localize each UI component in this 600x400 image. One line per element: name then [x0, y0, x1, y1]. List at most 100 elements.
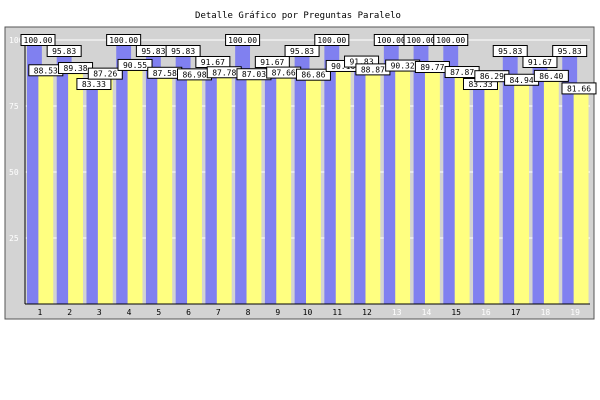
- bar-series2-13: [395, 65, 411, 304]
- bar-series1-9: [264, 61, 280, 305]
- bar-series1-13: [383, 40, 399, 304]
- data-label: 100.00: [109, 36, 138, 45]
- bar-series2-2: [68, 68, 83, 304]
- data-label-box: [295, 68, 331, 81]
- bar-series1-19: [562, 51, 578, 304]
- bar-series1-7: [205, 61, 221, 305]
- data-label: 95.83: [290, 47, 314, 56]
- x-tick-label: 10: [303, 308, 313, 317]
- x-tick-label: 16: [481, 308, 491, 317]
- data-label: 84.94: [510, 76, 534, 85]
- data-label: 83.33: [82, 80, 106, 89]
- x-tick-label: 7: [216, 308, 221, 317]
- data-label: 90.32: [391, 62, 415, 71]
- x-tick-label: 15: [451, 308, 461, 317]
- bar-series2-12: [365, 69, 381, 304]
- data-label: 91.83: [349, 58, 373, 67]
- bar-series1-15: [443, 40, 459, 304]
- data-label-box: [165, 45, 201, 58]
- data-label: 100.00: [377, 36, 406, 45]
- data-label-box: [561, 82, 597, 95]
- data-label-box: [284, 45, 320, 58]
- bar-series2-7: [216, 72, 232, 304]
- data-label-box: [20, 34, 56, 46]
- data-label-box: [433, 34, 469, 46]
- chart-title: Detalle Gráfico por Preguntas Paralelo: [195, 11, 401, 21]
- data-label: 100.00: [24, 36, 53, 45]
- data-label: 83.33: [468, 80, 492, 89]
- data-label: 95.83: [498, 47, 522, 56]
- data-label: 87.78: [212, 68, 236, 77]
- bar-series2-17: [514, 79, 530, 305]
- data-label: 91.67: [528, 58, 552, 67]
- bar-series2-4: [127, 64, 143, 304]
- data-label-box: [522, 55, 558, 68]
- x-tick-label: 8: [246, 308, 251, 317]
- data-label-box: [533, 69, 569, 82]
- data-label: 95.83: [52, 47, 76, 56]
- data-label: 95.83: [558, 47, 582, 56]
- data-label: 87.03: [242, 70, 266, 79]
- x-tick-label: 4: [127, 308, 132, 317]
- data-label: 89.77: [420, 63, 444, 72]
- bar-series1-17: [502, 51, 518, 304]
- bar-series2-1: [38, 70, 54, 305]
- bar-series2-16: [484, 76, 500, 304]
- x-tick-label: 5: [156, 308, 161, 317]
- bar-series2-3: [97, 73, 113, 304]
- y-tick-label: 75: [9, 102, 19, 111]
- bars: [27, 40, 589, 305]
- data-label-box: [46, 45, 82, 58]
- bar-series2-8: [246, 74, 262, 304]
- data-label: 86.40: [539, 72, 563, 81]
- data-label-box: [106, 34, 142, 46]
- data-label-box: [492, 45, 528, 58]
- bar-series2-15: [454, 72, 470, 305]
- x-tick-label: 13: [392, 308, 402, 317]
- bar-series2-9: [276, 72, 292, 304]
- x-tick-label: 18: [541, 308, 551, 317]
- data-label: 91.67: [260, 58, 284, 67]
- x-tick-label: 1: [37, 308, 42, 317]
- data-label: 87.58: [153, 69, 177, 78]
- data-label: 89.38: [64, 64, 88, 73]
- data-label: 87.26: [93, 70, 117, 79]
- bar-series1-4: [116, 40, 132, 304]
- data-label: 87.87: [450, 68, 474, 77]
- data-label: 100.00: [317, 36, 346, 45]
- data-label-box: [314, 34, 350, 46]
- data-label-box: [552, 45, 588, 58]
- bar-series1-1: [27, 40, 42, 304]
- bar-series1-11: [324, 40, 340, 304]
- data-labels: 100.0088.5395.8389.3883.3387.26100.0090.…: [20, 34, 597, 95]
- data-label: 95.83: [141, 47, 165, 56]
- data-label: 90.16: [331, 62, 355, 71]
- data-label-box: [87, 67, 123, 80]
- y-tick-label: 50: [9, 168, 19, 177]
- data-label: 88.87: [361, 65, 385, 74]
- bar-series1-14: [413, 40, 429, 304]
- bar-series1-6: [175, 51, 191, 304]
- x-tick-label: 2: [67, 308, 72, 317]
- bar-series1-3: [86, 84, 102, 305]
- data-label: 86.86: [301, 71, 325, 80]
- data-label-box: [117, 58, 153, 71]
- data-label: 88.53: [34, 66, 58, 75]
- x-tick-label: 6: [186, 308, 191, 317]
- data-label: 100.00: [407, 36, 436, 45]
- x-tick-label: 14: [422, 308, 432, 317]
- y-tick-label: 100: [9, 36, 24, 45]
- data-label: 90.55: [123, 61, 147, 70]
- bar-series1-5: [145, 51, 161, 304]
- bar-series2-11: [335, 65, 351, 304]
- bar-series1-8: [235, 40, 251, 304]
- data-label: 87.66: [272, 69, 296, 78]
- bar-series2-6: [187, 74, 202, 304]
- y-tick-label: 25: [9, 234, 19, 243]
- bar-series1-12: [354, 61, 369, 304]
- x-tick-label: 17: [511, 308, 521, 317]
- data-label: 86.98: [182, 70, 206, 79]
- bar-series2-10: [306, 74, 321, 304]
